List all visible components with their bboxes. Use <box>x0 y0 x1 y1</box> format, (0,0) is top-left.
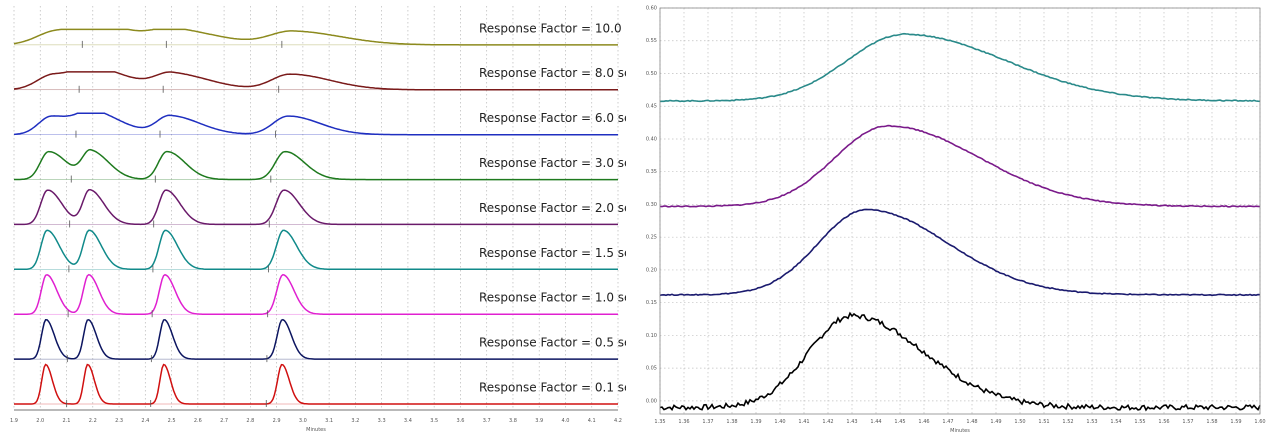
left-series-line <box>14 363 618 405</box>
left-x-axis: 1.9 2.0 2.1 2.2 2.3 2.4 2.5 2.6 2.7 2.8 2.9 3.0 3.1 3… <box>10 409 622 433</box>
left-series-labels: Response Factor = 10.0 sec Response Facto… <box>479 21 626 394</box>
left-x-tick-label: 2.8 <box>246 418 254 424</box>
right-x-tick-label: 1.54 <box>1110 419 1121 425</box>
right-y-tick-label: 0.30 <box>646 202 657 208</box>
left-series-label: Response Factor = 0.5 sec <box>479 336 626 350</box>
left-x-tick-label: 3.3 <box>378 418 386 424</box>
left-x-tick-label: 2.6 <box>194 418 202 424</box>
right-x-tick-label: 1.55 <box>1134 419 1145 425</box>
left-series-line <box>14 229 618 271</box>
left-series-line <box>14 318 618 360</box>
left-series-line <box>13 71 618 91</box>
right-y-tick-label: 0.60 <box>646 6 657 12</box>
right-series-line <box>659 208 1261 297</box>
left-series-line <box>14 148 618 181</box>
left-x-tick-label: 3.9 <box>535 418 543 424</box>
left-grid <box>13 6 619 410</box>
left-x-tick-label: 3.6 <box>456 418 464 424</box>
right-x-tick-label: 1.39 <box>750 419 761 425</box>
right-y-tick-label: 0.05 <box>646 366 657 372</box>
right-x-tick-label: 1.48 <box>966 419 977 425</box>
right-x-tick-label: 1.47 <box>942 419 953 425</box>
left-x-tick-label: 4.2 <box>614 418 622 424</box>
right-x-tick-label: 1.36 <box>678 419 689 425</box>
left-x-tick-label: 2.1 <box>63 418 71 424</box>
right-x-tick-label: 1.37 <box>702 419 713 425</box>
zoomed-peak-chart: 0.00 0.05 0.10 0.15 0.20 0.25 0.30 0.35 0.40 0.45… <box>646 6 1266 435</box>
left-series-label: Response Factor = 6.0 sec <box>479 111 626 125</box>
right-x-tick-label: 1.38 <box>726 419 737 425</box>
right-chart-panel: 0.00 0.05 0.10 0.15 0.20 0.25 0.30 0.35 0.40 0.45… <box>640 0 1282 446</box>
left-series-label: Response Factor = 2.0 sec <box>479 201 626 215</box>
left-chart-panel: Response Factor = 10.0 sec Response Facto… <box>0 0 626 446</box>
right-series-line <box>659 311 1261 412</box>
right-y-tick-label: 0.00 <box>646 398 657 404</box>
right-x-tick-label: 1.50 <box>1014 419 1025 425</box>
right-y-tick-label: 0.20 <box>646 267 657 273</box>
right-x-tick-label: 1.51 <box>1038 419 1049 425</box>
left-x-tick-label: 2.5 <box>168 418 176 424</box>
right-x-tick-label: 1.58 <box>1206 419 1217 425</box>
right-series-line <box>659 124 1261 208</box>
left-x-tick-label: 4.1 <box>588 418 596 424</box>
right-series-group <box>659 32 1261 412</box>
left-series-label: Response Factor = 3.0 sec <box>479 156 626 170</box>
right-y-tick-label: 0.10 <box>646 333 657 339</box>
left-series-line <box>13 28 618 46</box>
left-x-tick-label: 4.0 <box>562 418 570 424</box>
left-series-label: Response Factor = 0.1 sec <box>479 380 626 394</box>
left-x-tick-label: 3.7 <box>483 418 491 424</box>
response-factor-chromatogram-chart: Response Factor = 10.0 sec Response Facto… <box>10 6 626 433</box>
left-x-tick-label: 3.2 <box>351 418 359 424</box>
left-series-line <box>14 273 618 315</box>
left-x-tick-label: 3.8 <box>509 418 517 424</box>
right-x-tick-label: 1.49 <box>990 419 1001 425</box>
right-y-tick-label: 0.50 <box>646 71 657 77</box>
right-x-tick-label: 1.43 <box>846 419 857 425</box>
right-x-tick-label: 1.35 <box>654 419 665 425</box>
left-x-tick-label: 2.3 <box>115 418 123 424</box>
right-axes: 0.00 0.05 0.10 0.15 0.20 0.25 0.30 0.35 0.40 0.45… <box>646 6 1266 435</box>
left-series-label: Response Factor = 1.5 sec <box>479 246 626 260</box>
left-x-tick-label: 2.4 <box>141 418 149 424</box>
right-x-axis-label: Minutes <box>950 428 970 434</box>
right-x-tick-label: 1.60 <box>1254 419 1265 425</box>
left-series-label: Response Factor = 10.0 sec <box>479 21 626 35</box>
right-y-tick-label: 0.55 <box>646 38 657 44</box>
right-x-tick-label: 1.46 <box>918 419 929 425</box>
right-x-tick-label: 1.57 <box>1182 419 1193 425</box>
left-x-axis-label: Minutes <box>306 427 326 433</box>
left-series-group <box>13 28 618 407</box>
right-grid <box>659 7 1261 414</box>
left-series-label: Response Factor = 8.0 sec <box>479 66 626 80</box>
left-x-tick-label: 3.4 <box>404 418 412 424</box>
right-y-tick-label: 0.45 <box>646 104 657 110</box>
right-plot-frame <box>659 7 1261 415</box>
right-x-tick-label: 1.44 <box>870 419 881 425</box>
left-x-tick-label: 3.5 <box>430 418 438 424</box>
left-x-tick-label: 3.0 <box>299 418 307 424</box>
right-y-tick-label: 0.40 <box>646 136 657 142</box>
right-y-tick-label: 0.25 <box>646 235 657 241</box>
right-y-tick-label: 0.35 <box>646 169 657 175</box>
left-x-tick-label: 2.9 <box>273 418 281 424</box>
right-x-tick-label: 1.42 <box>822 419 833 425</box>
left-x-tick-label: 3.1 <box>325 418 333 424</box>
left-series-label: Response Factor = 1.0 sec <box>479 291 626 305</box>
right-x-tick-label: 1.53 <box>1086 419 1097 425</box>
right-series-line <box>659 32 1261 103</box>
left-x-tick-label: 2.7 <box>220 418 228 424</box>
left-series-line <box>13 112 618 136</box>
left-x-tick-label: 1.9 <box>10 418 18 424</box>
right-x-tick-label: 1.56 <box>1158 419 1169 425</box>
right-y-tick-label: 0.15 <box>646 300 657 306</box>
right-x-tick-label: 1.52 <box>1062 419 1073 425</box>
left-x-tick-label: 2.2 <box>89 418 97 424</box>
right-x-tick-label: 1.40 <box>774 419 785 425</box>
left-series-line <box>14 188 618 226</box>
right-x-tick-label: 1.59 <box>1230 419 1241 425</box>
left-x-tick-label: 2.0 <box>36 418 44 424</box>
right-x-tick-label: 1.41 <box>798 419 809 425</box>
right-x-tick-label: 1.45 <box>894 419 905 425</box>
